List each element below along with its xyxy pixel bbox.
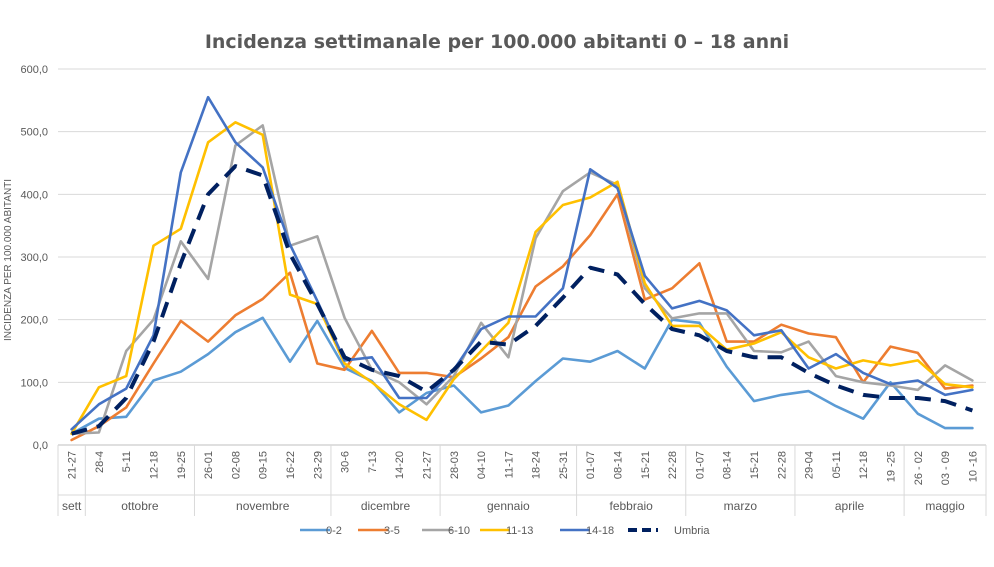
month-label: aprile [835,499,865,513]
y-axis-label: INCIDENZA PER 100.000 ABITANTI [3,179,14,341]
x-tick-label: 03 - 09 [940,451,952,485]
y-tick-label: 300,0 [20,252,48,264]
x-tick-label: 04-10 [476,451,488,479]
x-tick-label: 08-14 [722,451,734,479]
series-line-4 [70,121,974,436]
series-line-5 [70,95,974,431]
x-tick-label: 29-04 [804,451,816,479]
series-line-6 [71,164,974,436]
x-tick-label: 5-11 [121,451,133,472]
x-tick-label: 14-20 [394,451,406,479]
x-tick-label: 02-08 [230,451,242,479]
series-line-2 [70,193,974,442]
x-tick-label: 19-25 [176,451,188,479]
x-tick-label: 22-28 [776,451,788,479]
legend-label: 11-13 [506,525,533,537]
x-tick-label: 16-22 [285,451,297,479]
x-tick-label: 09-15 [258,451,270,479]
x-tick-label: 12-18 [858,451,870,479]
x-tick-label: 01-07 [585,451,597,479]
series-line-3 [70,124,974,436]
y-tick-label: 100,0 [20,377,48,389]
x-tick-label: 18-24 [531,451,543,479]
legend-label: 0-2 [326,525,342,537]
legend-label: 3-5 [384,525,400,537]
month-label: ottobre [121,499,159,513]
y-tick-label: 400,0 [20,189,48,201]
legend-label: 6-10 [448,525,470,537]
chart-title: Incidenza settimanale per 100.000 abitan… [205,31,789,53]
x-tick-label: 12-18 [149,451,161,479]
x-tick-label: 10 -16 [967,451,979,482]
y-tick-label: 500,0 [20,127,48,139]
legend-label: Umbria [674,525,710,537]
x-tick-label: 25-31 [558,451,570,479]
y-tick-labels: 0,0 100,0 200,0 300,0 400,0 500,0 600,0 [20,64,48,452]
legend-label: 14-18 [586,525,614,537]
month-label: dicembre [361,499,411,513]
x-tick-label: 08-14 [613,451,625,479]
x-tick-label: 15-21 [640,451,652,479]
x-tick-label: 30-6 [340,451,352,473]
month-label: gennaio [487,499,530,513]
x-tick-label: 11-17 [503,451,515,478]
x-axis: 21-27 28-4 5-11 12-18 19-25 26-01 02-08 09-15 16… [57,445,987,516]
x-tick-label: 01-07 [694,451,706,479]
x-tick-label: 15-21 [749,451,761,479]
series-lines [70,95,974,442]
series-line-1 [70,316,974,436]
month-label: maggio [925,499,965,513]
y-tick-label: 200,0 [20,315,48,327]
x-tick-label: 28-4 [94,451,106,473]
x-tick-label: 21-27 [421,451,433,479]
x-tick-label: 21-27 [67,451,79,479]
y-tick-label: 0,0 [33,440,48,452]
legend: 0-2 3-5 6-10 11-13 14-18 Umbria [300,525,710,537]
x-tick-label: 05-11 [831,451,843,478]
x-tick-label: 26-01 [203,451,215,479]
x-tick-label: 28-03 [449,451,461,479]
x-tick-label: 22-28 [667,451,679,479]
month-label: novembre [236,499,290,513]
month-label: marzo [724,499,758,513]
x-tick-label: 7-13 [367,451,379,473]
month-label: sett [62,499,82,513]
month-label: febbraio [609,499,653,513]
x-tick-label: 26 - 02 [913,451,925,485]
x-tick-label: 23-29 [312,451,324,479]
y-tick-label: 600,0 [20,64,48,76]
x-tick-label: 19 -25 [885,451,897,482]
